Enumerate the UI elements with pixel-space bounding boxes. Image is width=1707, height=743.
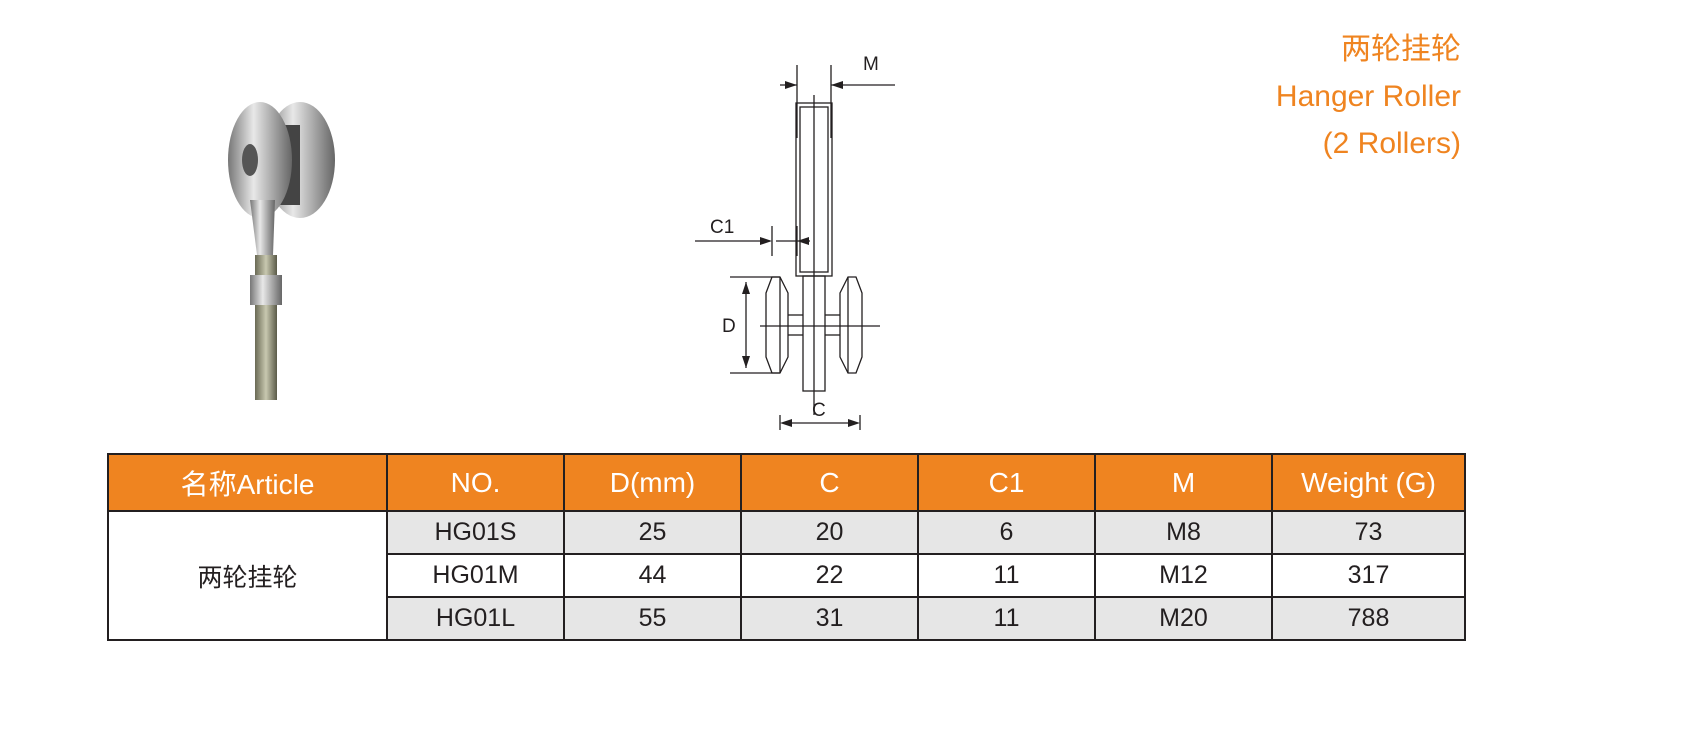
header-weight: Weight (G) [1271, 453, 1466, 512]
header-c1: C1 [917, 453, 1096, 512]
cell-weight: 317 [1271, 553, 1466, 598]
cell-c1: 6 [917, 510, 1096, 555]
cell-m: M12 [1094, 553, 1273, 598]
label-m: M [863, 54, 879, 75]
table-header: 名称Article NO. D(mm) C C1 M Weight (G) [107, 453, 1466, 512]
product-photo [228, 102, 335, 400]
header-no: NO. [386, 453, 565, 512]
cell-c: 20 [740, 510, 919, 555]
cell-weight: 73 [1271, 510, 1466, 555]
cell-d: 55 [563, 596, 742, 641]
cell-m: M20 [1094, 596, 1273, 641]
table-row: HG01M 44 22 11 M12 317 [108, 553, 1466, 598]
cell-c: 31 [740, 596, 919, 641]
cell-c1: 11 [917, 553, 1096, 598]
product-title: 两轮挂轮 Hanger Roller (2 Rollers) [1276, 26, 1461, 167]
cell-c: 22 [740, 553, 919, 598]
technical-drawing: M C1 D C [695, 54, 895, 430]
header-c: C [740, 453, 919, 512]
table-row: 两轮挂轮 HG01S 25 20 6 M8 73 [107, 510, 1466, 641]
cell-c1: 11 [917, 596, 1096, 641]
cell-no: HG01S [386, 510, 565, 555]
cell-d: 25 [563, 510, 742, 555]
table-row: HG01L 55 31 11 M20 788 [108, 596, 1466, 641]
header-m: M [1094, 453, 1273, 512]
header-article: 名称Article [107, 453, 388, 512]
label-c: C [812, 400, 826, 421]
label-c1: C1 [710, 217, 734, 238]
label-d: D [722, 316, 736, 337]
title-en: Hanger Roller [1275, 80, 1461, 113]
cell-weight: 788 [1271, 596, 1466, 641]
title-sub: (2 Rollers) [1322, 127, 1461, 160]
cell-no: HG01L [386, 596, 565, 641]
title-zh: 两轮挂轮 [1341, 33, 1461, 66]
cell-no: HG01M [386, 553, 565, 598]
header-d: D(mm) [563, 453, 742, 512]
spec-table: 名称Article NO. D(mm) C C1 M Weight (G) 两轮… [107, 453, 1466, 641]
cell-m: M8 [1094, 510, 1273, 555]
article-cell: 两轮挂轮 [107, 510, 388, 641]
cell-d: 44 [563, 553, 742, 598]
